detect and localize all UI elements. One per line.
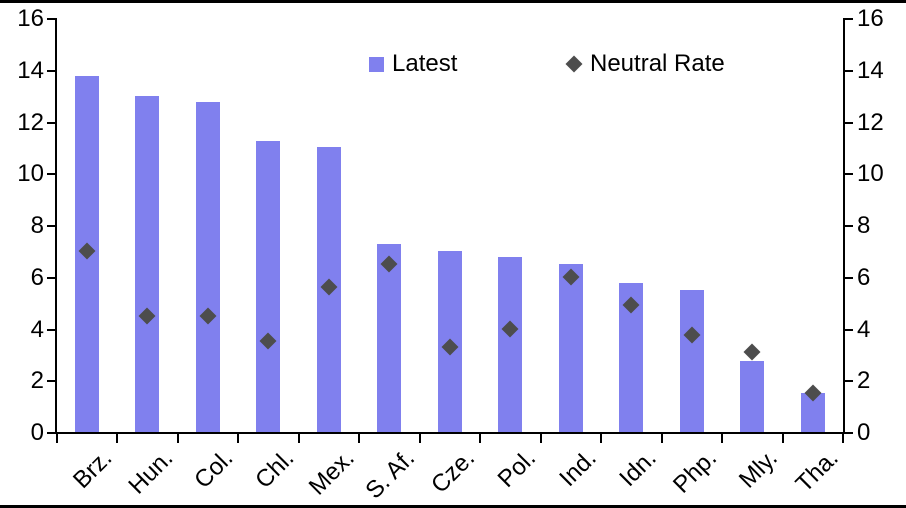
x-tick-9	[600, 434, 602, 443]
y-axis-label-left-16: 16	[17, 5, 44, 32]
bar-chl	[256, 140, 281, 432]
x-axis-label-pol: Pol.	[492, 444, 541, 493]
x-axis	[54, 432, 845, 434]
y-axis-label-right-14: 14	[857, 56, 884, 84]
y-axis-label-right-12: 12	[857, 108, 884, 136]
y-tick-right-12	[845, 121, 853, 124]
y-tick-left-8	[46, 225, 55, 227]
y-tick-right-6	[845, 276, 853, 279]
x-axis-label-hun: Hun.	[122, 444, 178, 500]
y-tick-right-14	[845, 69, 853, 72]
y-tick-right-4	[845, 328, 853, 331]
neutral-rate-diamond-swatch-icon	[565, 55, 583, 73]
latest-square-swatch-icon	[369, 56, 384, 72]
y-axis-label-left-14: 14	[17, 56, 44, 84]
x-axis-label-php: Php.	[668, 444, 723, 499]
bar-col	[195, 102, 220, 432]
y-axis-label-right-8: 8	[857, 212, 871, 239]
bar-mly	[740, 360, 765, 432]
x-tick-3	[237, 434, 239, 443]
bar-php	[679, 289, 704, 432]
x-axis-label-saf: S. Af.	[360, 444, 420, 505]
bar-hun	[135, 95, 160, 432]
y-tick-left-12	[46, 121, 55, 124]
y-axis-label-left-10: 10	[17, 160, 44, 188]
x-axis-label-col: Col.	[189, 444, 239, 494]
y-axis-label-left-8: 8	[30, 212, 44, 239]
y-tick-left-0	[46, 432, 55, 434]
bar-pol	[498, 257, 523, 432]
y-tick-right-16	[845, 18, 853, 20]
x-axis-label-brz: Brz.	[68, 444, 118, 494]
x-axis-label-ind: Ind.	[554, 444, 602, 492]
x-tick-1	[116, 434, 118, 443]
x-axis-label-idn: Idn.	[614, 444, 662, 492]
y-axis-label-right-16: 16	[857, 5, 884, 32]
x-tick-10	[660, 434, 663, 443]
y-axis-left	[54, 18, 57, 434]
y-axis-right	[843, 18, 845, 434]
x-tick-12	[781, 434, 784, 443]
y-axis-label-right-6: 6	[857, 263, 871, 291]
y-tick-left-16	[46, 18, 55, 20]
bar-ind	[558, 263, 583, 432]
y-axis-label-left-12: 12	[17, 108, 44, 136]
x-axis-label-chl: Chl.	[249, 444, 299, 494]
y-tick-left-14	[46, 69, 55, 72]
y-tick-left-6	[46, 276, 55, 279]
legend-label-latest: Latest	[392, 50, 458, 77]
x-tick-6	[418, 434, 421, 443]
y-axis-label-right-0: 0	[857, 419, 871, 446]
y-axis-label-right-4: 4	[857, 315, 871, 343]
x-tick-4	[297, 434, 300, 443]
x-tick-11	[721, 434, 723, 443]
x-tick-13	[842, 434, 844, 443]
y-axis-label-right-2: 2	[857, 367, 871, 395]
y-axis-label-left-6: 6	[30, 263, 44, 291]
y-tick-right-10	[845, 173, 853, 176]
y-tick-left-10	[46, 173, 55, 176]
marker-mly	[743, 343, 761, 361]
bottom-border	[0, 505, 906, 508]
y-axis-label-left-2: 2	[30, 367, 44, 395]
x-tick-8	[539, 434, 542, 443]
y-tick-left-2	[46, 380, 55, 383]
legend-item-latest: Latest	[369, 51, 457, 77]
top-border	[0, 0, 906, 3]
x-tick-5	[358, 434, 360, 443]
x-tick-0	[55, 434, 58, 443]
y-tick-right-0	[845, 432, 853, 434]
y-axis-label-left-4: 4	[30, 315, 44, 343]
x-tick-7	[479, 434, 481, 443]
x-axis-label-tha: Tha.	[790, 444, 844, 498]
legend-item-neutral-rate: Neutral Rate	[565, 50, 725, 77]
y-axis-label-right-10: 10	[857, 160, 884, 188]
legend-label-neutral-rate: Neutral Rate	[590, 50, 725, 77]
y-tick-left-4	[46, 328, 55, 331]
bar-saf	[377, 244, 402, 432]
y-tick-right-2	[845, 380, 853, 383]
x-axis-label-mex: Mex.	[303, 444, 360, 501]
x-axis-label-mly: Mly.	[733, 444, 783, 494]
y-tick-right-8	[845, 225, 853, 227]
x-axis-label-cze: Cze.	[426, 444, 481, 499]
y-axis-label-left-0: 0	[30, 419, 44, 446]
x-tick-2	[176, 434, 179, 443]
